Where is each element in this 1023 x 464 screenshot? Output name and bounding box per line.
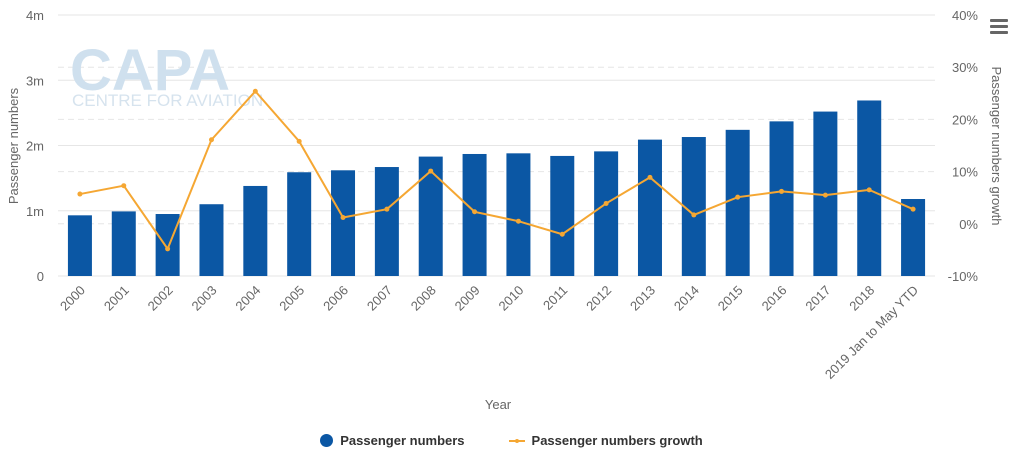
x-tick: 2015 <box>715 283 746 314</box>
bar-series <box>67 100 926 276</box>
y-tick-left: 1m <box>26 204 44 219</box>
y-axis-left-ticks: 0 1m 2m 3m 4m <box>26 8 44 284</box>
x-tick: 2017 <box>802 283 833 314</box>
watermark: CAPA CENTRE FOR AVIATION <box>70 38 263 110</box>
x-tick: 2016 <box>759 283 790 314</box>
y-tick-right: 20% <box>952 112 978 127</box>
growth-point[interactable] <box>121 183 127 189</box>
y-tick-left: 0 <box>37 269 44 284</box>
bar[interactable] <box>637 139 662 276</box>
growth-point[interactable] <box>559 231 565 237</box>
y-tick-left: 2m <box>26 139 44 154</box>
growth-line <box>79 89 914 251</box>
watermark-tagline: CENTRE FOR AVIATION <box>72 91 263 110</box>
bar[interactable] <box>681 137 706 276</box>
y-tick-right: 0% <box>959 217 978 232</box>
bar[interactable] <box>769 121 794 276</box>
hamburger-menu-icon[interactable] <box>990 19 1008 35</box>
x-tick: 2011 <box>540 283 570 313</box>
x-tick: 2005 <box>276 283 307 314</box>
growth-point[interactable] <box>165 246 171 252</box>
x-tick: 2003 <box>189 283 220 314</box>
growth-point[interactable] <box>77 191 83 197</box>
legend-bar-marker <box>320 434 334 447</box>
growth-point[interactable] <box>603 200 609 206</box>
x-tick: 2008 <box>408 283 439 314</box>
growth-point[interactable] <box>779 188 785 194</box>
bar[interactable] <box>287 172 312 276</box>
growth-point[interactable] <box>691 212 697 218</box>
growth-point[interactable] <box>296 138 302 144</box>
x-tick: 2006 <box>320 283 351 314</box>
growth-point[interactable] <box>735 194 741 200</box>
x-tick: 2001 <box>101 283 132 314</box>
x-tick: 2004 <box>232 283 263 314</box>
y-tick-right: -10% <box>948 269 979 284</box>
x-tick: 2018 <box>846 283 877 314</box>
bar[interactable] <box>111 211 136 276</box>
y-axis-right-title: Passenger numbers growth <box>989 67 1004 226</box>
x-tick: 2007 <box>364 283 395 314</box>
growth-point[interactable] <box>340 215 346 221</box>
x-tick: 2010 <box>495 283 526 314</box>
line-series <box>77 88 916 252</box>
growth-point[interactable] <box>910 206 916 212</box>
y-tick-left: 3m <box>26 73 44 88</box>
bar[interactable] <box>550 155 575 276</box>
bar[interactable] <box>331 170 356 276</box>
y-tick-right: 40% <box>952 8 978 23</box>
x-tick: 2013 <box>627 283 658 314</box>
growth-point[interactable] <box>384 206 390 212</box>
bar[interactable] <box>199 204 224 276</box>
bar[interactable] <box>243 185 268 276</box>
x-tick: 2009 <box>452 283 483 314</box>
growth-point[interactable] <box>208 137 214 143</box>
y-tick-right: 10% <box>952 165 978 180</box>
x-tick: 2012 <box>583 283 614 314</box>
legend: Passenger numbers Passenger numbers grow… <box>0 433 1023 448</box>
legend-line-marker <box>508 438 525 443</box>
growth-point[interactable] <box>822 192 828 198</box>
y-axis-left-title: Passenger numbers <box>6 87 21 204</box>
bar[interactable] <box>462 153 487 276</box>
y-tick-left: 4m <box>26 8 44 23</box>
bar[interactable] <box>725 129 750 276</box>
legend-item-passenger-numbers-growth[interactable]: Passenger numbers growth <box>508 433 703 448</box>
legend-label-passenger-numbers-growth: Passenger numbers growth <box>531 433 703 448</box>
growth-point[interactable] <box>428 168 434 174</box>
y-axis-right-ticks: -10% 0% 10% 20% 30% 40% <box>948 8 979 284</box>
growth-point[interactable] <box>647 174 653 180</box>
bar[interactable] <box>418 156 443 276</box>
bar[interactable] <box>155 214 180 276</box>
x-tick: 2002 <box>145 283 176 314</box>
bar[interactable] <box>594 151 619 276</box>
bar[interactable] <box>901 199 926 276</box>
x-axis-title: Year <box>485 397 512 412</box>
y-tick-right: 30% <box>952 60 978 75</box>
growth-point[interactable] <box>515 218 521 224</box>
watermark-brand: CAPA <box>70 38 230 103</box>
bar[interactable] <box>506 153 531 276</box>
growth-point[interactable] <box>866 187 872 193</box>
growth-point[interactable] <box>252 88 258 94</box>
legend-label-passenger-numbers: Passenger numbers <box>340 433 465 448</box>
growth-point[interactable] <box>472 209 478 215</box>
x-axis-ticks: 2000 2001 2002 2003 2004 2005 2006 2007 2008 2009… <box>57 283 921 382</box>
bar[interactable] <box>67 215 92 276</box>
bar[interactable] <box>374 167 399 276</box>
x-tick: 2000 <box>57 283 88 314</box>
legend-item-passenger-numbers[interactable]: Passenger numbers <box>320 433 465 448</box>
x-tick: 2014 <box>671 283 702 314</box>
